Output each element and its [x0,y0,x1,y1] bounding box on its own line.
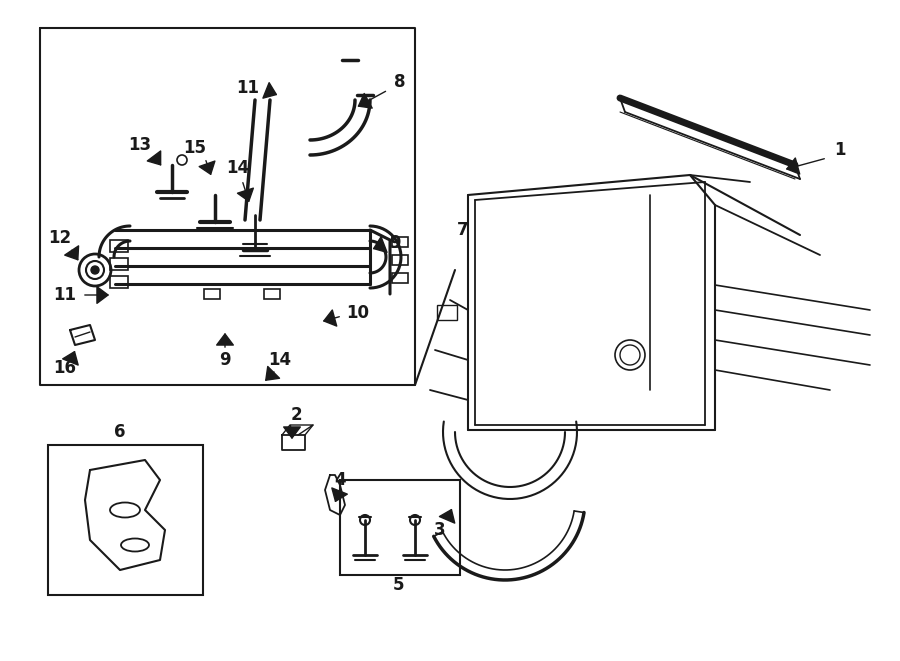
Bar [110,240,128,252]
Bar [48,445,203,595]
Text: 5: 5 [392,576,404,594]
Text: 12: 12 [49,229,72,247]
Text: 15: 15 [184,139,206,157]
Text: 9: 9 [389,234,400,252]
Text: 14: 14 [268,351,292,369]
Text: 4: 4 [334,471,346,489]
Text: 13: 13 [129,136,151,154]
Circle shape [91,266,99,274]
Text: 11: 11 [53,286,76,304]
Text: 1: 1 [834,141,846,159]
Text: 2: 2 [290,406,302,424]
Bar [110,276,128,288]
Bar [340,480,460,575]
Bar [392,255,408,265]
Bar [392,273,408,283]
Text: 11: 11 [237,79,259,97]
Bar [110,258,128,270]
Bar [392,237,408,247]
Bar [437,305,457,320]
Text: 6: 6 [114,423,126,441]
Text: 3: 3 [434,521,446,539]
Text: 16: 16 [53,359,76,377]
Text: 14: 14 [227,159,249,177]
Text: 8: 8 [394,73,406,91]
Bar [264,289,280,299]
Bar [204,289,220,299]
Text: 9: 9 [220,351,230,369]
Text: 10: 10 [346,304,370,322]
Text: 7: 7 [457,221,469,239]
